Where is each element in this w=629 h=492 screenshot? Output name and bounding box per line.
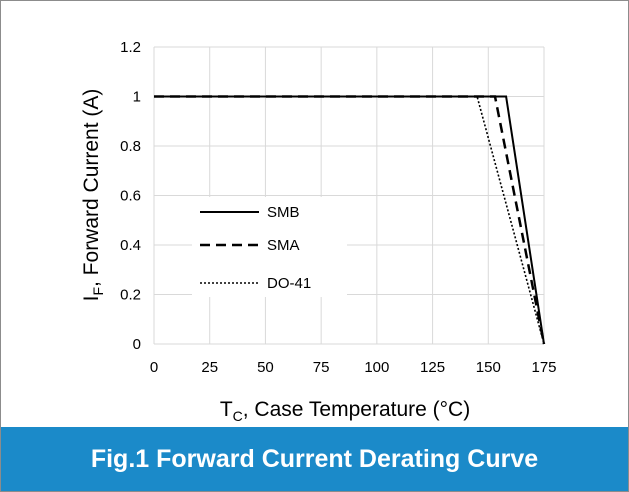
- x-axis-title: TC, Case Temperature (°C): [220, 398, 470, 424]
- grid: [153, 46, 545, 345]
- x-tick-label: 150: [476, 359, 501, 376]
- x-tick-label: 0: [150, 359, 158, 376]
- tick-labels: 0 25 50 75 100 125 150 175 0 0.2 0.4 0.6 0.8 1 1.2: [120, 39, 556, 376]
- x-tick-label: 25: [201, 359, 218, 376]
- y-tick-label: 0.4: [120, 237, 141, 254]
- y-axis-title: IF, Forward Current (A): [80, 89, 106, 302]
- legend: SMB SMA DO-41: [192, 197, 347, 297]
- y-tick-label: 1.2: [120, 39, 141, 56]
- x-tick-label: 50: [257, 359, 274, 376]
- x-tick-label: 175: [531, 359, 556, 376]
- caption-bar: Fig.1 Forward Current Derating Curve: [1, 427, 628, 491]
- x-tick-label: 75: [313, 359, 330, 376]
- series-line-smb: [154, 95, 545, 345]
- y-tick-label: 0.2: [120, 287, 141, 304]
- y-tick-label: 0.6: [120, 188, 141, 205]
- legend-label-sma: SMA: [267, 237, 300, 254]
- legend-label-smb: SMB: [267, 204, 300, 221]
- y-tick-label: 0.8: [120, 138, 141, 155]
- y-tick-label: 1: [133, 89, 141, 106]
- y-tick-label: 0: [133, 336, 141, 353]
- x-tick-label: 125: [420, 359, 445, 376]
- legend-label-do41: DO-41: [267, 275, 311, 292]
- figure-caption: Fig.1 Forward Current Derating Curve: [90, 444, 539, 473]
- series-lines: [154, 95, 546, 345]
- legend-background: [192, 197, 347, 297]
- x-tick-label: 100: [364, 359, 389, 376]
- derating-chart: 0 25 50 75 100 125 150 175 0 0.2 0.4 0.6 0.8 1 1.2 SMB…: [80, 39, 557, 424]
